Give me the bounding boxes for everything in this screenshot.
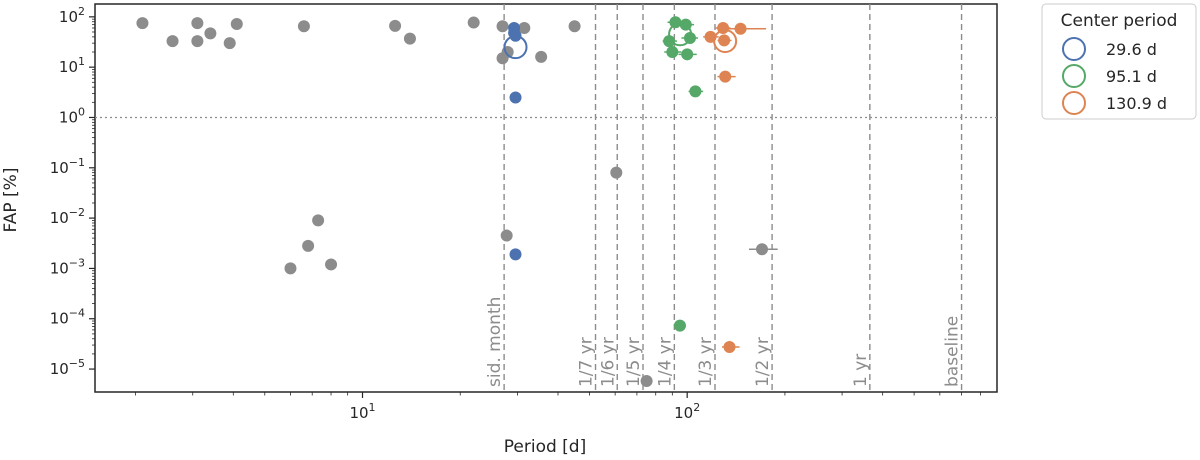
data-point [666, 46, 679, 59]
axes: 102 101 100 10−1 10−2 10−3 10−4 10−5 101 102 [50, 5, 981, 422]
data-point [500, 229, 513, 242]
x-axis-label: Period [d] [504, 437, 586, 457]
data-point [610, 166, 623, 179]
legend-title: Center period [1061, 11, 1178, 31]
data-point [312, 214, 325, 227]
data-point [663, 35, 676, 48]
data-point [518, 22, 531, 35]
data-point [640, 374, 653, 387]
legend-marker [1062, 64, 1086, 88]
reference-line-label: 1 yr [851, 354, 871, 387]
reference-line-label: 1/7 yr [577, 337, 597, 387]
reference-lines: sid. month 1/7 yr 1/6 yr 1/5 yr 1/4 yr 1/3 yr… [485, 4, 963, 392]
y-tick-label: 10−1 [50, 156, 85, 177]
data-point [403, 32, 416, 45]
data-point [389, 19, 402, 32]
legend-marker [1062, 91, 1086, 115]
data-points [136, 16, 778, 387]
data-point [223, 37, 236, 50]
data-point [297, 20, 310, 33]
data-point [718, 34, 731, 47]
x-tick-label: 101 [349, 401, 375, 422]
y-tick-label: 10−5 [50, 357, 85, 378]
y-tick-label: 10−4 [50, 307, 85, 328]
data-point [568, 20, 581, 33]
reference-line-label: 1/6 yr [598, 337, 618, 387]
data-point [681, 48, 694, 61]
y-tick-label: 10−2 [50, 206, 85, 227]
data-point [734, 22, 747, 35]
data-point [719, 70, 732, 83]
legend-box [1041, 3, 1197, 120]
data-point [673, 319, 686, 332]
data-point [723, 340, 736, 353]
data-point [204, 27, 217, 40]
data-point [467, 16, 480, 29]
data-point [302, 239, 315, 252]
legend-label: 29.6 d [1106, 40, 1157, 59]
data-point [166, 35, 179, 48]
legend-label: 130.9 d [1106, 94, 1167, 113]
data-point [496, 20, 509, 33]
y-tick-label: 10−3 [50, 256, 85, 277]
data-point [689, 85, 702, 98]
data-point [509, 91, 522, 104]
center-period-marker [503, 35, 528, 60]
y-tick-label: 100 [59, 105, 85, 126]
data-point [136, 17, 149, 30]
y-tick-label: 102 [59, 5, 85, 26]
reference-line-label: 1/4 yr [655, 337, 675, 387]
reference-line-label: baseline [943, 316, 963, 387]
data-point [191, 17, 204, 30]
reference-line-label: 1/5 yr [624, 337, 644, 387]
data-point [284, 262, 297, 275]
y-axis-label: FAP [%] [1, 168, 21, 233]
data-point [325, 258, 338, 271]
legend-marker [1062, 37, 1086, 61]
y-tick-label: 101 [59, 55, 85, 76]
data-point [756, 243, 769, 256]
plot-frame [94, 3, 998, 393]
data-point [535, 50, 548, 63]
x-tick-label: 102 [674, 401, 700, 422]
data-point [230, 18, 243, 31]
plot-area [94, 3, 998, 393]
legend-label: 95.1 d [1106, 67, 1157, 86]
reference-line-label: sid. month [485, 297, 505, 387]
center-period-marker [668, 22, 693, 47]
reference-line-label: 1/3 yr [696, 337, 716, 387]
data-point [509, 248, 522, 261]
data-point [191, 35, 204, 48]
legend: Center period 29.6 d 95.1 d 130.9 d [1041, 3, 1197, 120]
center-period-marker [713, 29, 738, 54]
reference-line-label: 1/2 yr [753, 337, 773, 387]
